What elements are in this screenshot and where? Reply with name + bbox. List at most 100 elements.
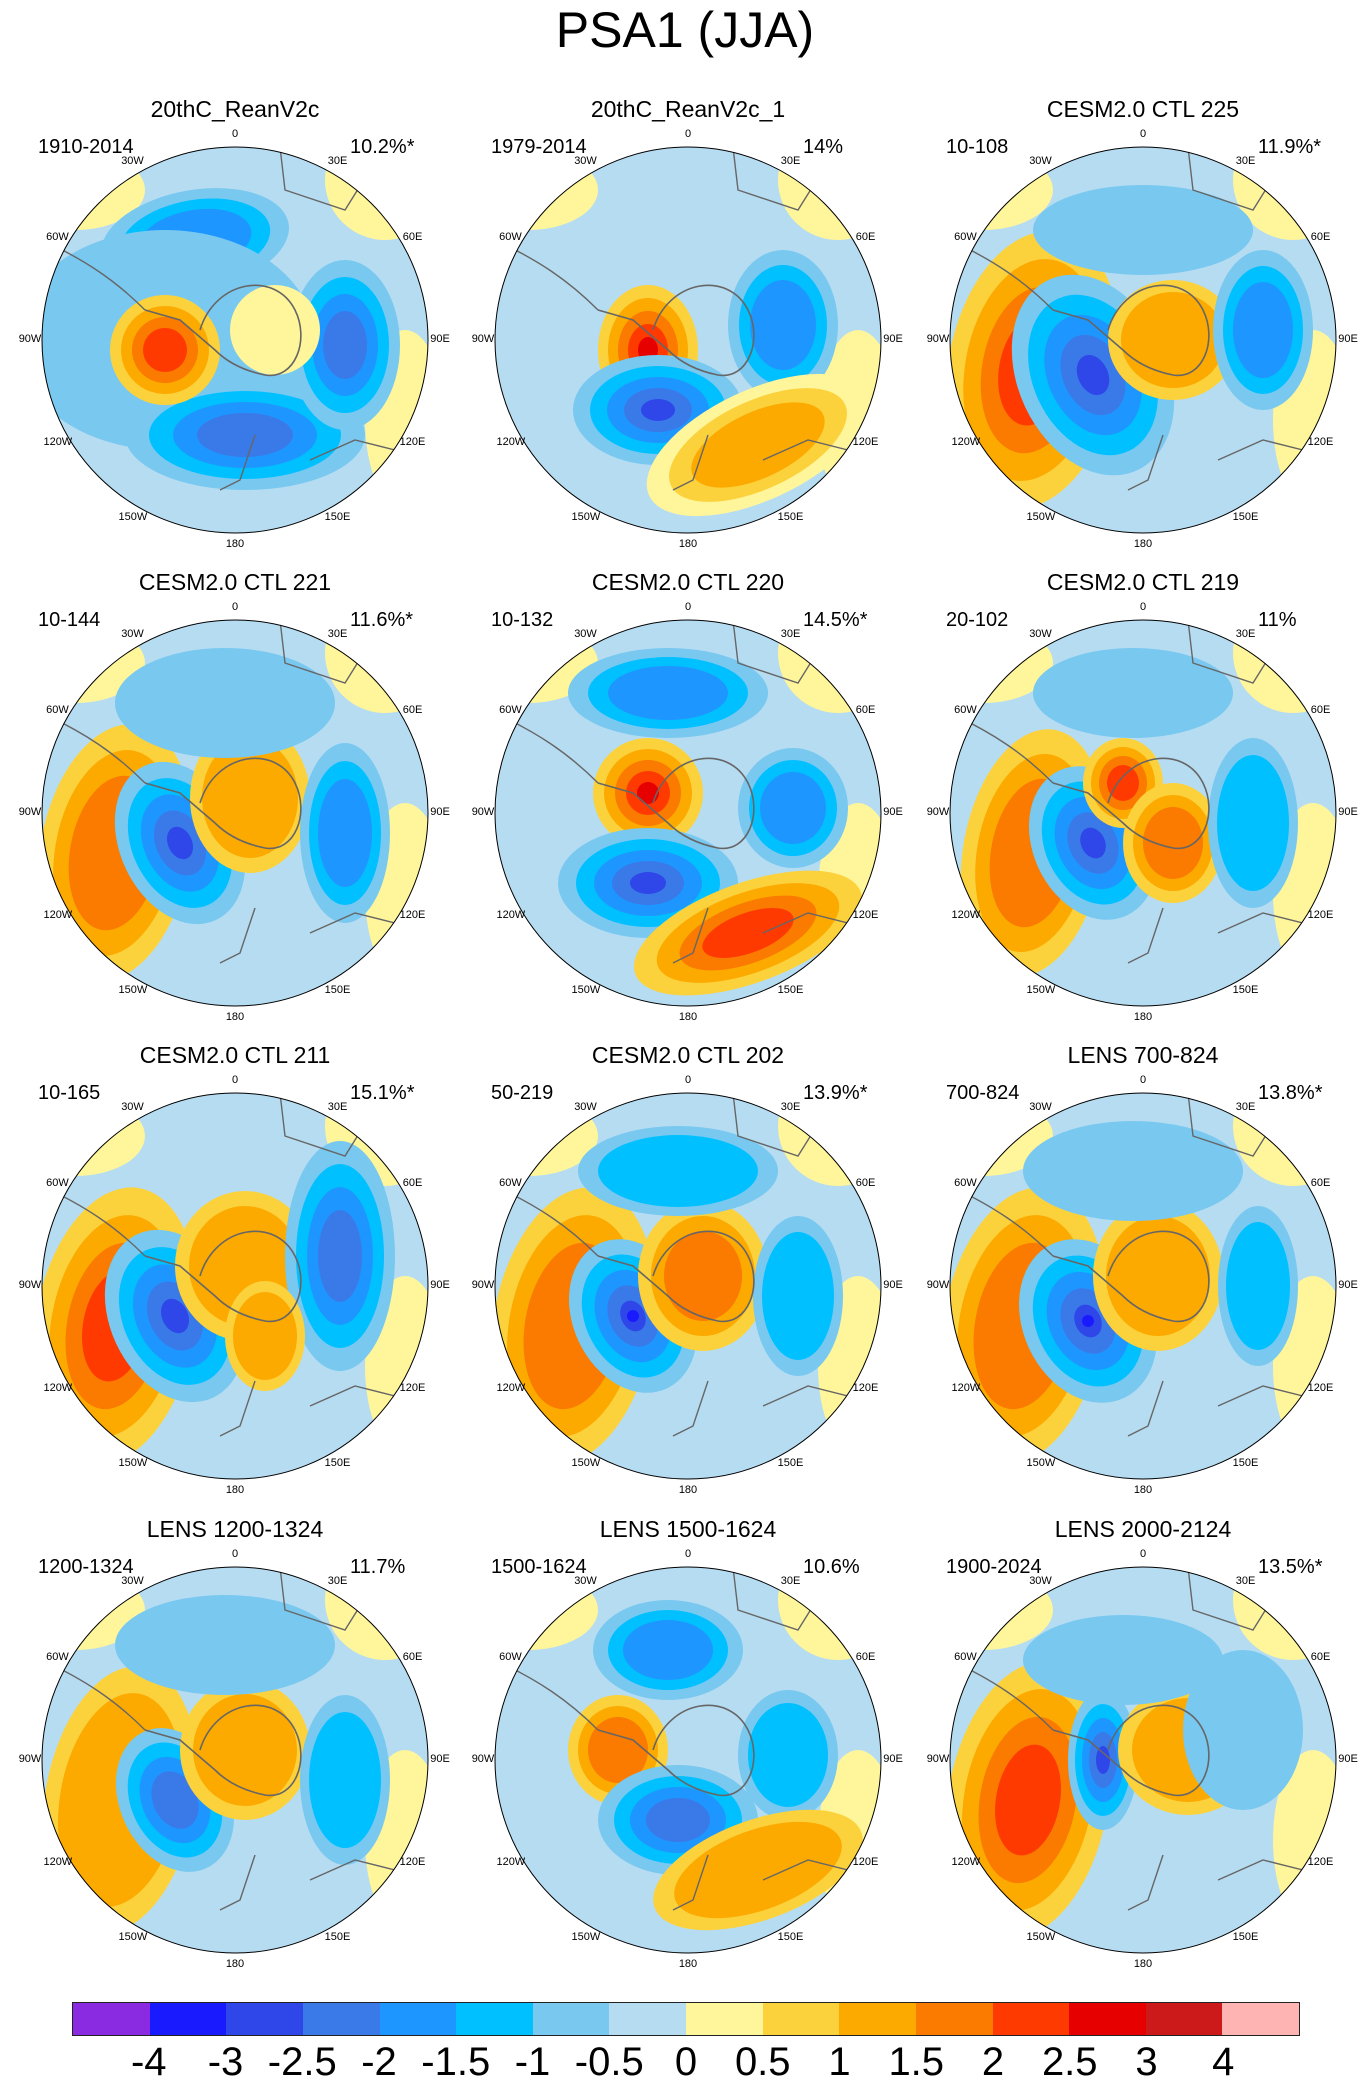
- contour-region: [1023, 1121, 1243, 1221]
- longitude-label: 120E: [852, 1855, 879, 1868]
- panel-title: CESM2.0 CTL 220: [591, 569, 785, 595]
- longitude-label: 60W: [954, 1650, 977, 1663]
- longitude-label: 90E: [430, 1753, 450, 1765]
- longitude-label: 120W: [951, 1855, 981, 1868]
- longitude-label: 150W: [1026, 1456, 1056, 1469]
- panel-period: 1500-1624: [491, 1556, 587, 1578]
- longitude-label: 90E: [430, 333, 450, 345]
- colorbar-tick-label: -1: [514, 2040, 551, 2084]
- longitude-label: 60E: [855, 1176, 876, 1189]
- longitude-label: 30W: [1029, 1101, 1052, 1114]
- colorbar-tick-label: 2: [981, 2040, 1005, 2084]
- longitude-label: 150E: [1232, 1456, 1259, 1469]
- longitude-label: 120E: [399, 1381, 426, 1394]
- longitude-label: 150E: [777, 1930, 804, 1943]
- map-boundary: [494, 1566, 882, 1954]
- colorbar-tick-label: 3: [1135, 2040, 1158, 2084]
- longitude-label: 90W: [926, 1279, 950, 1291]
- longitude-label: 60W: [499, 1650, 522, 1663]
- longitude-label: 60W: [46, 1650, 69, 1663]
- panel-variance: 11.9%*: [1258, 136, 1322, 158]
- colorbar-swatch: [915, 2003, 993, 2035]
- longitude-label: 0: [684, 601, 692, 613]
- longitude-label: 90E: [883, 1753, 903, 1765]
- longitude-label: 0: [1139, 1548, 1147, 1560]
- longitude-label: 120E: [399, 435, 426, 448]
- antarctica-coastline: [597, 284, 755, 377]
- contour-region: [691, 402, 825, 488]
- contour-region: [309, 1712, 381, 1848]
- longitude-label: 150W: [571, 1930, 601, 1943]
- longitude-label: 150E: [324, 983, 351, 996]
- contour-region: [115, 1595, 335, 1695]
- colorbar-tick-label: 0.5: [734, 2040, 791, 2084]
- panel-title: 20thC_ReanV2c_1: [590, 96, 786, 122]
- colorbar-swatch: [686, 2003, 763, 2035]
- longitude-label: 120W: [496, 1381, 526, 1394]
- longitude-label: 90E: [883, 806, 903, 818]
- longitude-label: 90W: [18, 1753, 42, 1765]
- longitude-label: 0: [684, 1548, 692, 1560]
- longitude-label: 60W: [954, 1176, 977, 1189]
- colorbar-swatch: [839, 2003, 916, 2035]
- longitude-label: 90E: [883, 1279, 903, 1291]
- longitude-label: 90E: [430, 806, 450, 818]
- longitude-label: 150E: [1232, 983, 1259, 996]
- longitude-label: 150W: [118, 1456, 148, 1469]
- panel-variance: 13.5%*: [1258, 1556, 1323, 1578]
- longitude-label: 60E: [1310, 1176, 1331, 1189]
- longitude-label: 90E: [883, 333, 903, 345]
- longitude-label: 120W: [951, 1381, 981, 1394]
- longitude-label: 90W: [471, 1753, 495, 1765]
- longitude-label: 120W: [43, 1855, 73, 1868]
- longitude-label: 120W: [496, 908, 526, 921]
- longitude-label: 150E: [1232, 510, 1259, 523]
- contour-region: [598, 1135, 758, 1207]
- colorbar-swatch: [1145, 2003, 1223, 2035]
- antarctica-coastline: [1052, 1230, 1210, 1323]
- longitude-label: 30E: [780, 155, 801, 168]
- contour-region: [318, 1210, 362, 1302]
- longitude-label: 180: [678, 1011, 698, 1023]
- longitude-label: 180: [678, 1484, 698, 1496]
- contour-region: [115, 648, 335, 758]
- contour-region: [1217, 755, 1289, 891]
- longitude-label: 30W: [574, 1101, 597, 1114]
- longitude-label: 180: [225, 1011, 245, 1023]
- longitude-label: 180: [1133, 1484, 1153, 1496]
- longitude-label: 30E: [327, 628, 348, 641]
- contour-region: [318, 779, 372, 887]
- map-boundary: [949, 1566, 1337, 1954]
- colorbar-tick-label: -4: [130, 2040, 167, 2084]
- longitude-label: 60E: [402, 1176, 423, 1189]
- longitude-label: 60W: [46, 230, 69, 243]
- longitude-label: 150E: [1232, 1930, 1259, 1943]
- contour-region: [151, 1771, 199, 1829]
- longitude-label: 30W: [1029, 628, 1052, 641]
- longitude-label: 90W: [18, 806, 42, 818]
- longitude-label: 30E: [780, 628, 801, 641]
- longitude-label: 150W: [571, 1456, 601, 1469]
- longitude-label: 60E: [855, 1650, 876, 1663]
- contour-region: [623, 1620, 713, 1680]
- longitude-label: 120E: [852, 1381, 879, 1394]
- longitude-label: 30W: [121, 155, 144, 168]
- longitude-label: 150W: [118, 1930, 148, 1943]
- colorbar: [72, 2002, 1300, 2036]
- map-boundary: [41, 619, 429, 1007]
- longitude-label: 60E: [855, 703, 876, 716]
- polar-map-panel-6: [950, 620, 1336, 1006]
- contour-region: [762, 1232, 834, 1360]
- longitude-label: 30W: [574, 628, 597, 641]
- longitude-label: 30E: [1235, 628, 1256, 641]
- colorbar-swatch: [226, 2003, 303, 2035]
- longitude-label: 30E: [327, 1575, 348, 1588]
- longitude-label: 150W: [1026, 510, 1056, 523]
- longitude-label: 120E: [1307, 1855, 1334, 1868]
- colorbar-tick-label: -2.5: [267, 2040, 337, 2084]
- longitude-label: 60W: [46, 703, 69, 716]
- contour-region: [323, 311, 367, 379]
- antarctica-coastline: [1052, 1704, 1210, 1797]
- longitude-label: 180: [225, 1484, 245, 1496]
- longitude-label: 120W: [951, 908, 981, 921]
